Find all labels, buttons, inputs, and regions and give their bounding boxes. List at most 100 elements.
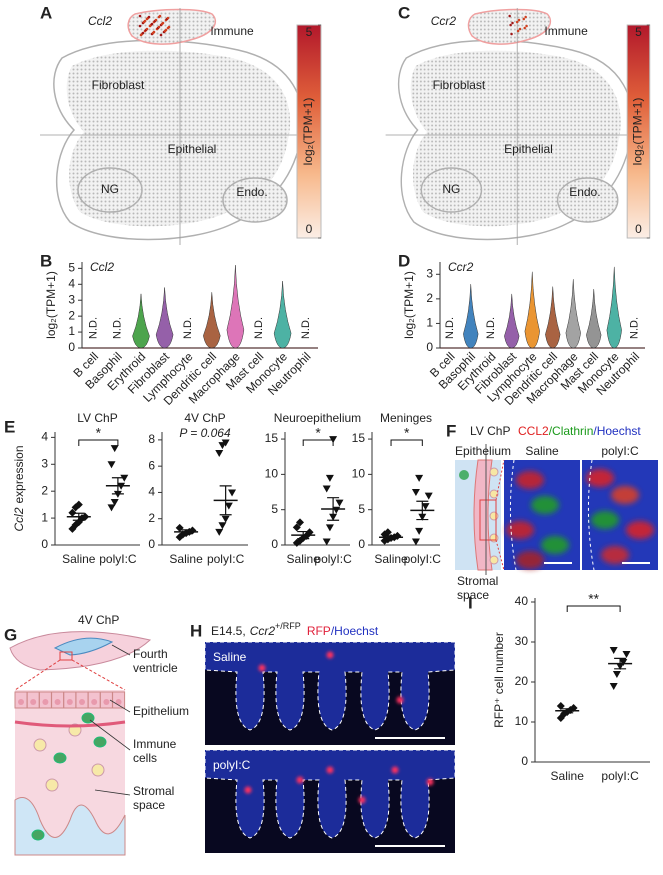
y-tick-label: 4 bbox=[148, 485, 155, 499]
schematic-immune-cell bbox=[459, 470, 469, 480]
rfp-cell bbox=[391, 766, 399, 774]
significance-label: * bbox=[96, 425, 102, 441]
y-tick-label: 40 bbox=[515, 594, 529, 608]
schematic-cell bbox=[489, 511, 499, 521]
expression-dot bbox=[145, 27, 149, 31]
choroid-plexus bbox=[53, 637, 114, 656]
rfp-cell bbox=[296, 776, 304, 784]
y-tick-label: 1 bbox=[426, 316, 433, 330]
colorbar-label: log₂(TPM+1) bbox=[631, 98, 645, 166]
x-tick-label: Saline bbox=[62, 552, 96, 566]
panel-label: G bbox=[4, 625, 17, 644]
panel-label: H bbox=[190, 621, 202, 640]
expression-dot bbox=[511, 21, 514, 25]
expression-dot bbox=[152, 30, 156, 34]
x-tick-label: polyI:C bbox=[601, 769, 639, 783]
violin bbox=[273, 281, 292, 349]
y-tick-label: 2 bbox=[426, 291, 433, 305]
label-line: ventricle bbox=[133, 661, 178, 675]
expression-dot bbox=[138, 24, 142, 28]
y-tick-label: 1 bbox=[41, 510, 48, 524]
data-point bbox=[424, 492, 433, 500]
g-label: Immune cells bbox=[133, 737, 177, 765]
error-bar bbox=[614, 657, 627, 670]
significance-label: * bbox=[315, 425, 321, 441]
chart-title: Ccl2 bbox=[90, 260, 114, 274]
panel-label: E bbox=[4, 417, 15, 436]
stain-signal bbox=[601, 546, 629, 564]
y-tick-label: 4 bbox=[68, 276, 75, 290]
stain: /Clathrin bbox=[549, 424, 594, 438]
immune-cell bbox=[53, 752, 67, 764]
label-line: cells bbox=[133, 751, 157, 765]
cluster-region bbox=[222, 177, 288, 223]
data-point bbox=[218, 522, 227, 530]
data-point bbox=[221, 439, 230, 447]
expression-dot bbox=[510, 32, 513, 36]
data-point bbox=[322, 485, 331, 493]
expression-dot bbox=[143, 19, 147, 23]
violin bbox=[606, 266, 622, 349]
stain: /Hoechst bbox=[331, 624, 379, 638]
stain-signal bbox=[516, 471, 544, 489]
stromal-cell bbox=[33, 738, 47, 752]
condition-label: Saline bbox=[213, 650, 247, 664]
nucleus bbox=[66, 699, 73, 705]
x-tick-label: polyI:C bbox=[207, 552, 245, 566]
stain-signal bbox=[611, 486, 639, 504]
error-bar bbox=[327, 497, 340, 521]
cluster-region bbox=[420, 167, 483, 213]
expression-dot bbox=[164, 28, 168, 32]
chart-title: Meninges bbox=[380, 411, 432, 425]
data-point bbox=[228, 489, 237, 497]
leader-line bbox=[94, 789, 131, 796]
expression-dot bbox=[508, 14, 511, 18]
nucleus bbox=[18, 699, 24, 705]
x-tick-label: Saline bbox=[374, 552, 408, 566]
cluster-label: Epithelial bbox=[504, 142, 553, 156]
cluster-label: NG bbox=[442, 182, 460, 196]
expression-dot bbox=[150, 22, 154, 26]
colorbar-tick-label: 5 bbox=[306, 25, 313, 39]
label-line: Epithelium bbox=[133, 704, 189, 718]
cluster-label: NG bbox=[101, 182, 119, 196]
data-point bbox=[296, 518, 304, 527]
nucleus bbox=[30, 699, 37, 705]
cluster-label: Epithelial bbox=[168, 142, 217, 156]
label-part: Ccl2 bbox=[12, 507, 26, 531]
panel-label: I bbox=[468, 593, 473, 612]
zoom-line bbox=[495, 459, 505, 501]
value-label: N.D. bbox=[629, 317, 641, 339]
significance-bracket bbox=[302, 439, 334, 446]
y-tick-label: 0 bbox=[271, 537, 278, 551]
data-point bbox=[421, 503, 430, 511]
h-title: E14.5, Ccr2+/RFP RFP/Hoechst bbox=[211, 621, 379, 638]
y-tick-label: 10 bbox=[265, 467, 279, 481]
f-stain-legend: CCL2/Clathrin/Hoechst bbox=[518, 424, 641, 438]
y-tick-label: 10 bbox=[352, 467, 366, 481]
violin bbox=[155, 287, 174, 349]
cluster-label: Fibroblast bbox=[92, 78, 145, 92]
error-bar bbox=[111, 477, 124, 495]
data-point bbox=[325, 524, 334, 532]
cluster-label: Fibroblast bbox=[433, 78, 486, 92]
data-point bbox=[325, 474, 334, 482]
data-point bbox=[120, 474, 129, 482]
cluster-region bbox=[77, 167, 143, 213]
vessel bbox=[14, 720, 126, 728]
label-line: Fourth bbox=[133, 647, 168, 661]
violin bbox=[132, 293, 150, 349]
value-label: N.D. bbox=[111, 317, 123, 339]
expression-dot bbox=[517, 18, 521, 22]
colorbar-tick-label: 0 bbox=[306, 222, 313, 236]
expression-dot bbox=[147, 15, 151, 19]
panel-label: C bbox=[398, 3, 410, 22]
data-point bbox=[305, 528, 314, 537]
expression-dot bbox=[158, 14, 162, 18]
panel-label: F bbox=[446, 421, 456, 440]
violin bbox=[203, 292, 221, 349]
zoom-line bbox=[14, 659, 61, 691]
data-point bbox=[609, 683, 618, 690]
chart-title: Neuroepithelium bbox=[274, 411, 361, 425]
